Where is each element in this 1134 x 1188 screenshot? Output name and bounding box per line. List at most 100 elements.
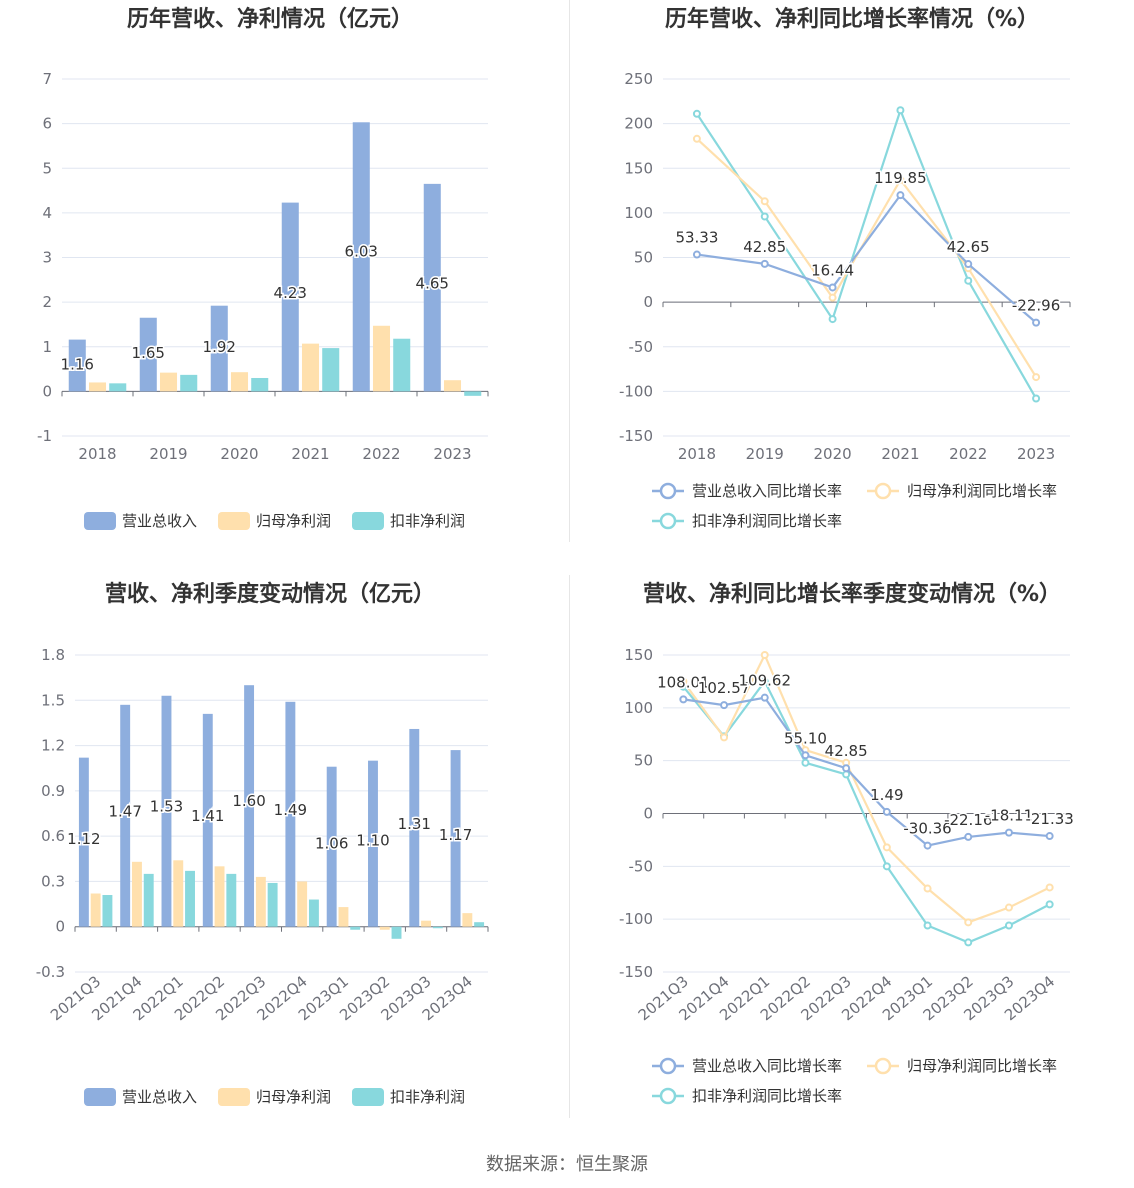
line-data-label: 53.33 (675, 229, 718, 247)
bar-3 (393, 338, 411, 392)
line-data-label: 109.62 (739, 672, 792, 690)
bar-1 (281, 202, 299, 392)
y-tick-label: 50 (634, 249, 653, 267)
legend-marker (874, 1057, 892, 1075)
legend-swatch (352, 512, 384, 530)
x-tick-label: 2023 (433, 445, 471, 463)
bar-2 (173, 860, 184, 927)
series-point-1 (1004, 828, 1013, 837)
bar-data-label: 1.12 (67, 830, 100, 848)
line-data-label: -18.11 (985, 807, 1033, 825)
bar-1 (120, 704, 131, 927)
bar-2 (372, 325, 391, 392)
series-point-3 (760, 677, 769, 686)
line-data-label: 55.10 (784, 729, 827, 747)
bar-3 (432, 926, 443, 929)
x-tick-label: 2020 (813, 445, 851, 463)
legend-label: 归母净利润 (256, 1088, 331, 1106)
series-point-3 (692, 109, 701, 118)
x-tick-label: 2022 (949, 445, 987, 463)
chart-annual-growth-rate: 历年营收、净利同比增长率情况（%） -150 -100 -50 0 50 100 150 200… (619, 6, 1071, 530)
x-tick-label: 2019 (149, 445, 187, 463)
panel-quarter-line: 营收、净利同比增长率季度变动情况（%） -150 -100 -50 0 50 100 150 2… (567, 575, 1134, 1150)
bar-data-label: 6.03 (345, 242, 378, 260)
series-point-3 (1045, 900, 1054, 909)
bar-3 (143, 873, 154, 927)
legend-swatch (84, 512, 116, 530)
bar-1 (161, 695, 172, 927)
panel-annual-bar: 历年营收、净利情况（亿元） -1 0 1 2 3 4 5 6 7 2018 2019 2020 2021 2… (0, 0, 567, 575)
bar-1 (78, 757, 89, 927)
series-point-3 (882, 862, 891, 871)
bar-data-label: 1.17 (439, 826, 472, 844)
bar-2 (301, 343, 320, 392)
legend-label: 归母净利润同比增长率 (907, 482, 1057, 500)
line-data-label: 102.57 (698, 679, 751, 697)
series-point-3 (760, 212, 769, 221)
series-point-3 (1004, 921, 1013, 930)
chart-title: 营收、净利同比增长率季度变动情况（%） (643, 581, 1061, 607)
panel-annual-line: 历年营收、净利同比增长率情况（%） -150 -100 -50 0 50 100 150 200… (567, 0, 1134, 575)
series-point-2 (1004, 903, 1013, 912)
y-tick-label: -150 (619, 963, 653, 981)
bar-2 (255, 876, 266, 927)
y-tick-label: 0.6 (41, 827, 65, 845)
bar-data-label: 1.06 (315, 835, 348, 853)
series-point-1 (720, 701, 729, 710)
chart-quarterly-revenue-profit: 营收、净利季度变动情况（亿元）-0.300.30.60.91.21.51.820… (36, 581, 489, 1106)
bar-1 (450, 750, 461, 927)
y-tick-label: 100 (624, 699, 653, 717)
x-tick-label: 2023 (1017, 445, 1055, 463)
y-tick-label: 0.9 (41, 782, 65, 800)
y-tick-label: 1 (42, 338, 52, 356)
bar-2 (338, 907, 349, 927)
bar-2 (88, 382, 107, 392)
bar-data-label: 1.49 (274, 801, 307, 819)
series-point-3 (964, 276, 973, 285)
series-point-2 (760, 651, 769, 659)
y-tick-label: -100 (619, 382, 653, 400)
series-point-3 (842, 770, 851, 779)
series-point-2 (720, 733, 729, 742)
series-point-1 (679, 695, 688, 704)
series-point-3 (828, 315, 837, 324)
bar-data-label: 1.92 (203, 338, 236, 356)
line-data-label: 42.85 (825, 742, 868, 760)
bar-1 (139, 317, 157, 392)
bar-2 (443, 380, 462, 392)
series-line-2 (682, 652, 1051, 924)
bar-2 (297, 881, 308, 927)
legend-label: 营业总收入 (122, 1088, 197, 1106)
bar-3 (391, 926, 402, 939)
line-data-label: 119.85 (874, 169, 927, 187)
series-point-1 (692, 250, 701, 259)
legend-swatch (84, 1088, 116, 1106)
bar-1 (326, 766, 337, 927)
chart-title: 历年营收、净利同比增长率情况（%） (665, 6, 1039, 32)
series-point-1 (801, 751, 810, 760)
y-tick-label: -100 (619, 910, 653, 928)
y-tick-label: 0 (643, 293, 653, 311)
series-line-2 (696, 137, 1038, 378)
y-tick-label: 0 (55, 918, 65, 936)
series-point-1 (1032, 318, 1041, 327)
y-tick-label: 0.3 (41, 872, 65, 890)
bar-3 (308, 899, 319, 927)
bar-1 (202, 713, 213, 927)
chart-annual-revenue-profit: 历年营收、净利情况（亿元） -1 0 1 2 3 4 5 6 7 2018 2019 2020 2021 2… (37, 6, 489, 530)
bar-1 (244, 685, 255, 927)
bar-1 (285, 701, 296, 927)
y-tick-label: 1.8 (41, 646, 65, 664)
y-tick-label: -1 (37, 427, 52, 445)
y-tick-label: 50 (634, 752, 653, 770)
bar-data-label: 1.31 (398, 815, 431, 833)
y-tick-label: 6 (42, 115, 52, 133)
chart-title: 营收、净利季度变动情况（亿元） (105, 581, 435, 607)
series-point-1 (760, 693, 769, 702)
y-tick-label: 0 (42, 382, 52, 400)
bar-data-label: 1.41 (191, 807, 224, 825)
series-point-2 (1032, 373, 1041, 382)
bar-data-label: 1.65 (132, 344, 165, 362)
data-source-note: 数据来源：恒生聚源 (486, 1154, 648, 1175)
series-point-2 (896, 175, 905, 184)
